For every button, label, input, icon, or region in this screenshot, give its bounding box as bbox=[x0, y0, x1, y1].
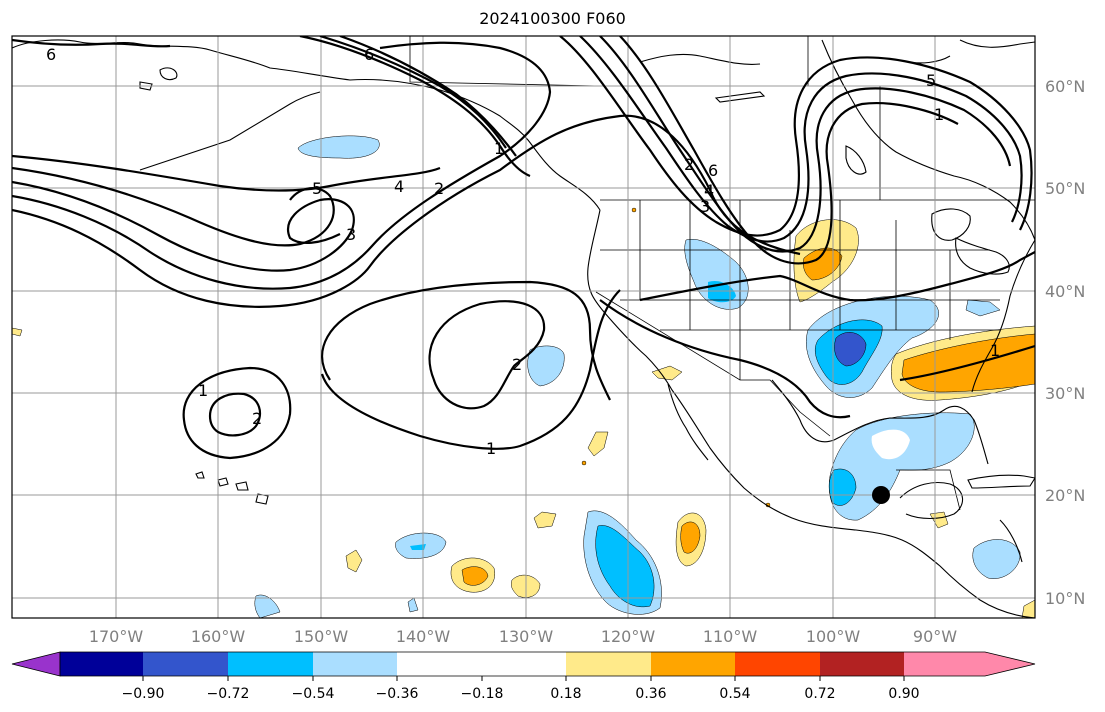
east-coast bbox=[971, 239, 1035, 393]
contour-5 bbox=[12, 154, 441, 192]
hudson-coast bbox=[821, 39, 1035, 241]
lon-label: 120°W bbox=[601, 627, 656, 646]
colorbar-segment bbox=[143, 652, 228, 676]
shaded-anomalies bbox=[12, 135, 1035, 618]
colorbar-segment bbox=[820, 652, 904, 676]
contour-2-inner bbox=[428, 300, 546, 410]
contour-1-south bbox=[320, 289, 621, 450]
colorbar-tick-label: −0.36 bbox=[376, 686, 419, 702]
colorbar-segment bbox=[313, 652, 397, 676]
lon-label: 100°W bbox=[806, 627, 861, 646]
lat-label: 40°N bbox=[1045, 282, 1085, 301]
contour-label: 1 bbox=[198, 381, 208, 400]
gulf-coast bbox=[771, 379, 989, 465]
colorbar-tick-label: −0.54 bbox=[292, 686, 335, 702]
contour-label: 2 bbox=[684, 155, 694, 174]
lon-label: 140°W bbox=[396, 627, 451, 646]
lon-label: 160°W bbox=[191, 627, 246, 646]
colorbar-segment bbox=[651, 652, 735, 676]
lat-label: 30°N bbox=[1045, 384, 1085, 403]
contour-4 bbox=[12, 166, 335, 247]
lat-label: 20°N bbox=[1045, 486, 1085, 505]
lat-label: 50°N bbox=[1045, 179, 1085, 198]
colorbar-tick-label: 0.54 bbox=[719, 686, 750, 702]
lon-label: 170°W bbox=[89, 627, 144, 646]
contour-label: 4 bbox=[704, 181, 714, 200]
contour-label: 2 bbox=[512, 355, 522, 374]
contour-label: 2 bbox=[252, 409, 262, 428]
colorbar-segment bbox=[397, 652, 482, 676]
latitude-labels: 60°N 50°N 40°N 30°N 20°N 10°N bbox=[1045, 77, 1085, 608]
colorbar-segment bbox=[228, 652, 313, 676]
colorbar-tick-label: −0.72 bbox=[207, 686, 250, 702]
contour-labels: 6 6 5 4 3 2 2 2 1 1 1 1 2 5 3 4 6 1 bbox=[46, 45, 1000, 458]
contour-label: 6 bbox=[364, 45, 374, 64]
alaska-coast bbox=[12, 39, 601, 211]
contour-1-southeast bbox=[899, 344, 1035, 382]
contour-2-main bbox=[12, 41, 552, 290]
contour-label: 3 bbox=[346, 225, 356, 244]
contour-label: 6 bbox=[708, 161, 718, 180]
contour-trough-1 bbox=[559, 36, 1033, 237]
yucatan-coast bbox=[899, 481, 964, 520]
contour-label: 5 bbox=[312, 179, 322, 198]
contour-label: 3 bbox=[700, 197, 710, 216]
colorbar-tick-label: 0.72 bbox=[804, 686, 835, 702]
location-marker bbox=[872, 486, 890, 504]
lat-label: 10°N bbox=[1045, 589, 1085, 608]
contour-label: 5 bbox=[926, 71, 936, 90]
neg-anomaly-offshore-ca bbox=[527, 345, 565, 387]
colorbar-ticks bbox=[142, 676, 905, 681]
longitude-labels: 170°W 160°W 150°W 140°W 130°W 120°W 110°… bbox=[89, 627, 957, 646]
contour-label: 1 bbox=[486, 439, 496, 458]
colorbar-high-extension bbox=[904, 652, 1035, 676]
lon-label: 110°W bbox=[703, 627, 758, 646]
contours bbox=[12, 36, 1035, 460]
colorbar-tick-label: 0.18 bbox=[550, 686, 581, 702]
lat-label: 60°N bbox=[1045, 77, 1085, 96]
lon-label: 90°W bbox=[913, 627, 957, 646]
contour-6-top bbox=[12, 38, 171, 48]
contour-label: 2 bbox=[434, 179, 444, 198]
colorbar-segment bbox=[60, 652, 143, 676]
colorbar-segment bbox=[735, 652, 820, 676]
colorbar-tick-label: 0.90 bbox=[888, 686, 919, 702]
gridlines bbox=[12, 36, 1035, 618]
great-lakes bbox=[931, 208, 971, 241]
contour-label: 1 bbox=[494, 139, 504, 158]
neg-anomaly-gulf-alaska bbox=[297, 135, 380, 159]
cuba bbox=[967, 474, 1035, 489]
colorbar-low-extension bbox=[11, 651, 61, 677]
map-title: 2024100300 F060 bbox=[479, 9, 626, 28]
baja-coast bbox=[667, 383, 709, 461]
map-area: 6 6 5 4 3 2 2 2 1 1 1 1 2 5 3 4 6 1 bbox=[12, 36, 1035, 618]
contour-3 bbox=[12, 180, 355, 272]
contour-label: 1 bbox=[934, 105, 944, 124]
contour-label: 1 bbox=[990, 341, 1000, 360]
colorbar-segment bbox=[482, 652, 566, 676]
colorbar-segment bbox=[566, 652, 651, 676]
colorbar-tick-label: 0.36 bbox=[635, 686, 666, 702]
lon-label: 130°W bbox=[499, 627, 554, 646]
contour-1-main bbox=[12, 114, 801, 308]
lon-label: 150°W bbox=[294, 627, 349, 646]
colorbar: −0.90 −0.72 −0.54 −0.36 −0.18 0.18 0.36 … bbox=[11, 651, 1036, 702]
map-frame bbox=[11, 35, 1036, 619]
contour-label: 6 bbox=[46, 45, 56, 64]
contour-2-hawaii bbox=[208, 392, 262, 437]
colorbar-tick-label: −0.18 bbox=[461, 686, 504, 702]
colorbar-tick-label: −0.90 bbox=[122, 686, 165, 702]
neg-anomaly-central-america bbox=[972, 539, 1021, 579]
contour-1-hawaii bbox=[182, 366, 292, 460]
contour-label: 4 bbox=[394, 177, 404, 196]
contour-2-middle bbox=[321, 280, 611, 401]
